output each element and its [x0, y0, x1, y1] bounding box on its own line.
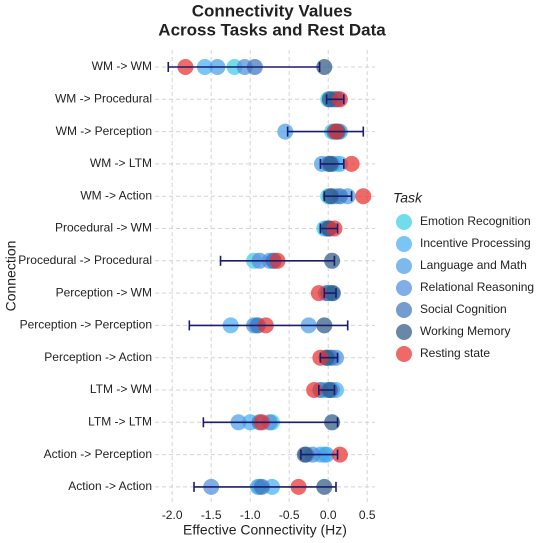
- error-bar: [319, 352, 339, 363]
- legend-marker: [396, 214, 412, 230]
- y-tick-label: Perception -> Action: [44, 350, 152, 364]
- x-tick-label: -1.5: [201, 508, 222, 522]
- error-bar: [286, 126, 365, 137]
- y-tick-label: LTM -> LTM: [88, 414, 152, 428]
- legend-title: Task: [393, 190, 423, 206]
- legend-label: Language and Math: [420, 258, 527, 272]
- x-tick-label: 0.5: [359, 508, 376, 522]
- legend-label: Resting state: [420, 346, 490, 360]
- error-bar: [202, 417, 339, 428]
- error-bar: [319, 158, 345, 169]
- legend-marker: [396, 236, 412, 252]
- legend-label: Emotion Recognition: [420, 214, 531, 228]
- y-tick-label: WM -> Perception: [56, 124, 152, 138]
- legend-marker: [396, 346, 412, 362]
- legend-marker: [396, 280, 412, 296]
- y-tick-label: Procedural -> Procedural: [18, 253, 152, 267]
- legend-label: Working Memory: [420, 324, 510, 338]
- y-tick-label: WM -> Procedural: [55, 91, 152, 105]
- error-bar: [323, 191, 353, 202]
- error-bar: [318, 385, 336, 395]
- legend-marker: [396, 324, 412, 340]
- legend-marker: [396, 302, 412, 318]
- y-tick-label: Perception -> Perception: [20, 318, 152, 332]
- data-point: [310, 285, 327, 302]
- y-tick-label: LTM -> WM: [90, 382, 152, 396]
- error-bar: [319, 223, 339, 234]
- error-bar: [219, 255, 336, 266]
- y-tick-label: WM -> WM: [92, 59, 152, 73]
- x-tick-label: 0.0: [320, 508, 337, 522]
- y-axis-label: Connection: [3, 241, 19, 312]
- x-tick-label: -0.5: [279, 508, 300, 522]
- data-point: [355, 188, 372, 205]
- legend-label: Incentive Processing: [420, 236, 531, 250]
- y-tick-label: WM -> LTM: [90, 156, 152, 170]
- legend-label: Social Cognition: [420, 302, 507, 316]
- error-bar: [300, 449, 339, 460]
- legend-marker: [396, 258, 412, 274]
- x-tick-label: -1.0: [240, 508, 261, 522]
- chart-title: Across Tasks and Rest Data: [158, 20, 386, 39]
- y-tick-label: Perception -> WM: [56, 285, 152, 299]
- y-tick-label: Procedural -> WM: [55, 221, 152, 235]
- error-bar: [323, 288, 337, 299]
- data-point: [277, 123, 294, 140]
- x-tick-label: -2.0: [162, 508, 183, 522]
- chart-title: Connectivity Values: [192, 1, 353, 20]
- error-bar: [325, 94, 345, 105]
- data-point: [331, 446, 348, 463]
- data-point: [343, 155, 360, 172]
- x-axis-label: Effective Connectivity (Hz): [183, 522, 347, 538]
- y-tick-label: WM -> Action: [80, 188, 152, 202]
- y-tick-label: Action -> Perception: [44, 447, 152, 461]
- error-bar: [167, 62, 321, 72]
- error-bar: [188, 320, 349, 331]
- error-bar: [193, 481, 337, 492]
- legend-label: Relational Reasoning: [420, 280, 534, 294]
- y-tick-label: Action -> Action: [68, 479, 152, 493]
